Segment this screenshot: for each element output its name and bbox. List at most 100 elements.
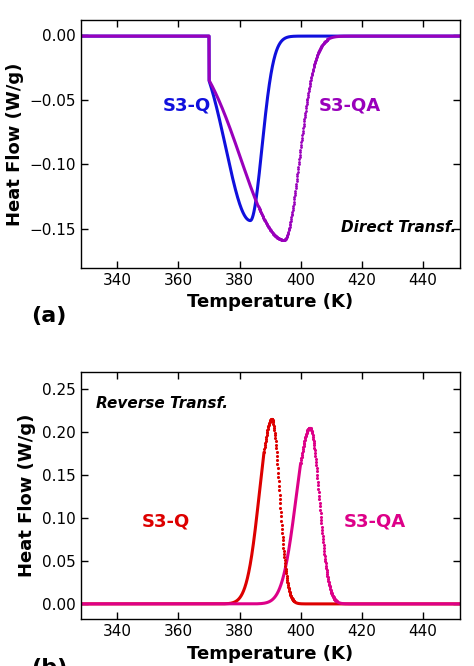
Point	[284, 581, 292, 592]
Point	[274, 463, 282, 474]
Point	[280, 234, 288, 245]
Point	[304, 91, 311, 102]
Point	[324, 35, 331, 45]
Point	[314, 473, 321, 484]
Point	[276, 490, 283, 500]
Point	[308, 69, 316, 79]
Point	[269, 228, 277, 238]
Point	[333, 596, 340, 607]
Point	[294, 168, 301, 179]
Point	[255, 202, 263, 213]
Point	[265, 222, 273, 233]
Point	[279, 234, 287, 245]
Point	[302, 105, 310, 116]
Point	[297, 458, 305, 468]
Point	[317, 515, 325, 525]
Point	[258, 210, 266, 220]
Point	[266, 224, 273, 234]
Point	[268, 414, 276, 424]
Point	[279, 234, 286, 245]
Point	[310, 436, 317, 446]
Point	[280, 234, 288, 245]
Point	[282, 234, 289, 244]
Point	[301, 116, 308, 127]
Point	[316, 501, 324, 511]
Point	[306, 422, 314, 433]
Point	[263, 432, 270, 442]
Point	[331, 595, 339, 605]
Point	[266, 416, 273, 427]
Point	[290, 596, 298, 607]
Point	[274, 232, 282, 243]
Point	[305, 84, 313, 95]
Point	[263, 428, 271, 439]
Point	[322, 560, 330, 571]
Point	[301, 107, 309, 118]
Point	[319, 39, 327, 49]
Point	[312, 53, 320, 64]
Point	[263, 430, 270, 440]
Point	[319, 39, 326, 50]
Point	[311, 57, 319, 68]
Point	[260, 446, 268, 457]
Point	[287, 217, 294, 228]
Point	[310, 59, 318, 69]
Point	[272, 436, 279, 447]
Point	[307, 423, 315, 434]
Point	[308, 424, 315, 435]
Point	[283, 576, 291, 587]
Point	[288, 593, 295, 603]
Point	[261, 442, 268, 452]
Point	[291, 188, 299, 198]
X-axis label: Temperature (K): Temperature (K)	[187, 293, 353, 311]
Point	[323, 569, 331, 579]
Point	[273, 451, 281, 462]
Point	[322, 563, 330, 573]
Point	[283, 574, 291, 585]
Point	[291, 190, 299, 200]
Text: S3-Q: S3-Q	[142, 513, 190, 531]
Point	[330, 592, 337, 603]
Point	[278, 523, 286, 534]
Point	[325, 577, 332, 587]
Point	[264, 422, 272, 432]
Point	[296, 149, 304, 160]
Point	[313, 51, 320, 61]
Point	[304, 89, 312, 100]
Point	[286, 589, 294, 599]
Point	[307, 76, 314, 87]
Point	[318, 525, 326, 535]
Point	[262, 438, 269, 448]
Point	[300, 442, 307, 453]
Point	[324, 572, 332, 583]
Point	[307, 73, 315, 83]
Point	[302, 431, 310, 442]
Point	[331, 593, 338, 604]
Point	[266, 224, 274, 235]
Point	[301, 432, 309, 442]
Point	[309, 428, 316, 439]
Point	[276, 494, 283, 504]
Point	[321, 548, 328, 559]
Point	[267, 226, 275, 236]
Point	[322, 35, 330, 46]
Point	[264, 425, 271, 436]
Point	[310, 434, 317, 444]
Point	[315, 487, 322, 498]
Point	[288, 592, 295, 603]
Point	[269, 417, 277, 428]
Point	[309, 430, 317, 440]
Point	[283, 231, 291, 242]
Point	[321, 551, 328, 561]
Point	[274, 233, 282, 244]
Point	[317, 41, 325, 52]
Point	[289, 593, 296, 604]
Point	[295, 159, 302, 170]
Point	[289, 206, 296, 217]
Point	[306, 81, 313, 91]
Point	[305, 423, 313, 434]
Point	[286, 218, 294, 229]
Point	[264, 424, 272, 434]
Point	[311, 55, 319, 66]
Point	[304, 424, 312, 434]
